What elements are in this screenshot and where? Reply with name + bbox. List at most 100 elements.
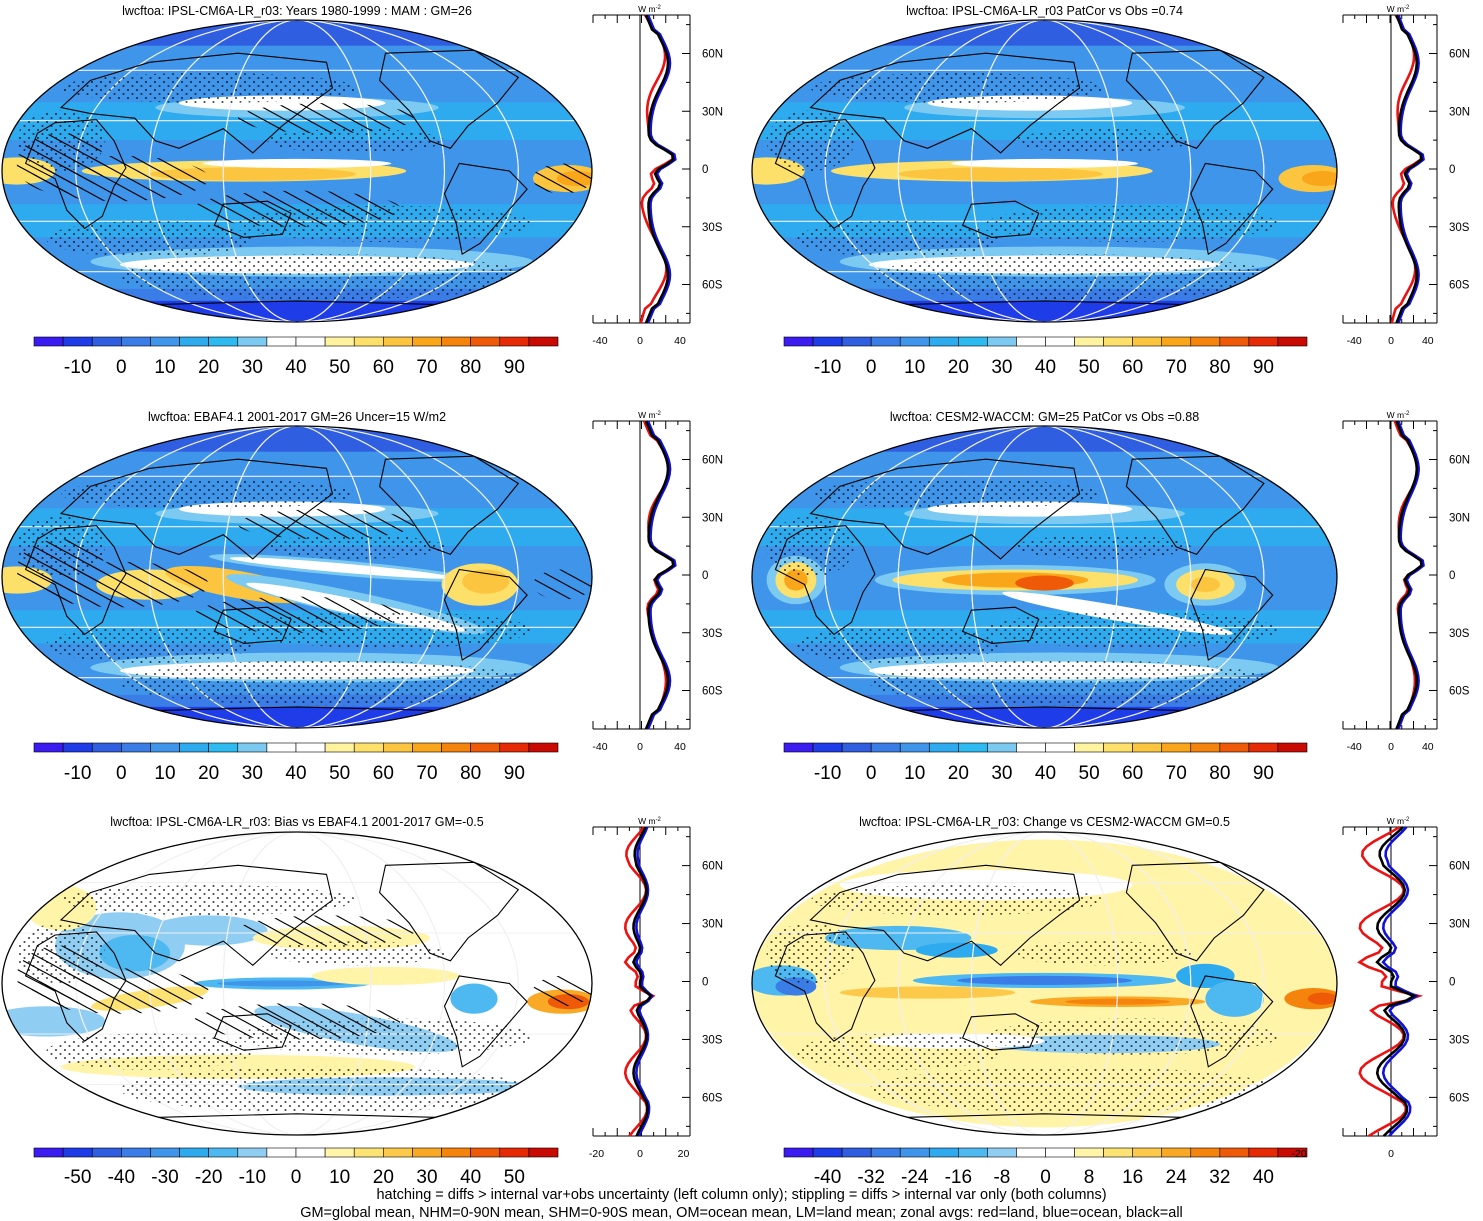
colorbar-box (1016, 336, 1046, 347)
latitude-label: 60S (1449, 1092, 1470, 1104)
profile-land-curve (639, 14, 674, 324)
colorbar-box (441, 1147, 471, 1158)
chart-panel: lwcftoa: IPSL-CM6A-LR_r03: Bias vs EBAF4… (1, 815, 723, 1188)
field-region (2, 1006, 106, 1037)
colorbar-box (208, 336, 239, 347)
profile-ocean-curve (646, 14, 677, 324)
colorbar-tick-label: -24 (901, 1167, 929, 1188)
profile-tick-label: 20 (678, 1148, 690, 1160)
meridian-gridline (970, 832, 1119, 1135)
map-border (1, 19, 593, 323)
colorbar-box (412, 1147, 442, 1158)
profile-unit-label: W m-2 (638, 816, 661, 826)
coastline (774, 119, 876, 230)
latitude-label: 60N (1449, 861, 1470, 873)
stippling-region (795, 626, 1001, 664)
stippling-region (61, 72, 356, 104)
colorbar-box (1248, 742, 1279, 753)
profile-tick-label: -20 (589, 1148, 604, 1160)
colorbar-box (1074, 336, 1104, 347)
profile-tick-label: -40 (592, 741, 607, 753)
stippling-region (766, 922, 855, 984)
colorbar-box (783, 336, 814, 347)
coastline (1254, 853, 1294, 882)
colorbar-tick-label: 50 (329, 357, 350, 378)
coastline (378, 455, 520, 556)
coastline (24, 931, 127, 1042)
field-region (450, 983, 498, 1014)
profile-unit-label: W m-2 (1387, 410, 1410, 420)
profile-tick-label: -40 (1347, 741, 1362, 753)
meridian-gridline (222, 832, 372, 1135)
field-region (1190, 577, 1220, 593)
coastline (508, 853, 549, 882)
colorbar-box (441, 742, 471, 753)
field-region (898, 167, 1103, 181)
footnote-hatching: hatching = diffs > internal var+obs unce… (376, 1187, 1107, 1203)
latitude-label: 60S (1449, 686, 1470, 698)
colorbar-tick-label: 70 (1166, 763, 1187, 784)
colorbar-tick-label: -40 (814, 1167, 841, 1188)
colorbar-box (1132, 742, 1163, 753)
coastline (508, 41, 549, 69)
coastline (1254, 447, 1294, 475)
colorbar-box (870, 336, 901, 347)
colorbar-tick-label: 30 (991, 357, 1012, 378)
meridian-gridline (897, 832, 1192, 1135)
colorbar-tick-label: 90 (504, 763, 525, 784)
colorbar-box (528, 1147, 559, 1158)
colorbar-box (987, 742, 1017, 753)
stippling-region (61, 885, 356, 916)
field-region (752, 20, 1337, 46)
field-region (956, 975, 1133, 986)
latitude-label: 0 (702, 977, 708, 989)
colorbar-box (987, 1147, 1017, 1158)
latitude-label: 30S (702, 222, 723, 234)
latitude-label: 30S (702, 628, 723, 640)
hatching-region (238, 103, 415, 134)
latitude-label: 0 (702, 570, 708, 582)
colorbar-box (928, 1147, 959, 1158)
zonal-profile: W m-2 -20 0 60N 30N 0 30S 60S (1291, 816, 1470, 1160)
colorbar-box (383, 1147, 413, 1158)
colorbar-box (1161, 1147, 1192, 1158)
colorbar-tick-label: -16 (945, 1167, 972, 1188)
zonal-profile: W m-2 -40 0 40 60N 30N 0 30S 60S (1342, 4, 1470, 347)
latitude-label: 60S (702, 280, 723, 292)
field-region (229, 557, 453, 579)
colorbar-tick-label: -10 (64, 357, 91, 378)
coastline (1190, 568, 1274, 661)
latitude-label: 60N (1449, 455, 1470, 467)
colorbar-tick-label: 10 (154, 357, 175, 378)
colorbar-tick-label: -50 (64, 1167, 91, 1188)
colorbar-tick-label: 24 (1166, 1167, 1188, 1188)
map-border (751, 425, 1338, 729)
map-border (751, 19, 1338, 323)
colorbar-box (470, 742, 501, 753)
colorbar-box (958, 336, 988, 347)
colorbar-tick-label: -32 (857, 1167, 884, 1188)
colorbar-box (1248, 336, 1279, 347)
profile-ocean-curve (1397, 14, 1425, 324)
coastline (1125, 861, 1265, 962)
colorbar-box (841, 1147, 872, 1158)
colorbar-box (1045, 336, 1075, 347)
field-region (752, 299, 1337, 322)
colorbar-box (150, 742, 180, 753)
colorbar-tick-label: 50 (1079, 763, 1100, 784)
colorbar-box (1219, 1147, 1250, 1158)
map-field (752, 426, 1337, 728)
profile-ocean-curve (1397, 420, 1425, 730)
stippling-region (46, 220, 253, 258)
stippling-region (46, 1033, 253, 1070)
colorbar-tick-label: 16 (1122, 1167, 1143, 1188)
latitude-label: 0 (1449, 570, 1455, 582)
field-region (2, 299, 592, 322)
coastline (809, 458, 1081, 560)
colorbar-box (841, 336, 872, 347)
hatching-region (193, 1003, 401, 1040)
latitude-label: 60S (702, 686, 723, 698)
colorbar-box (1219, 742, 1250, 753)
colorbar-box (62, 1147, 93, 1158)
colorbar-box (1132, 336, 1163, 347)
